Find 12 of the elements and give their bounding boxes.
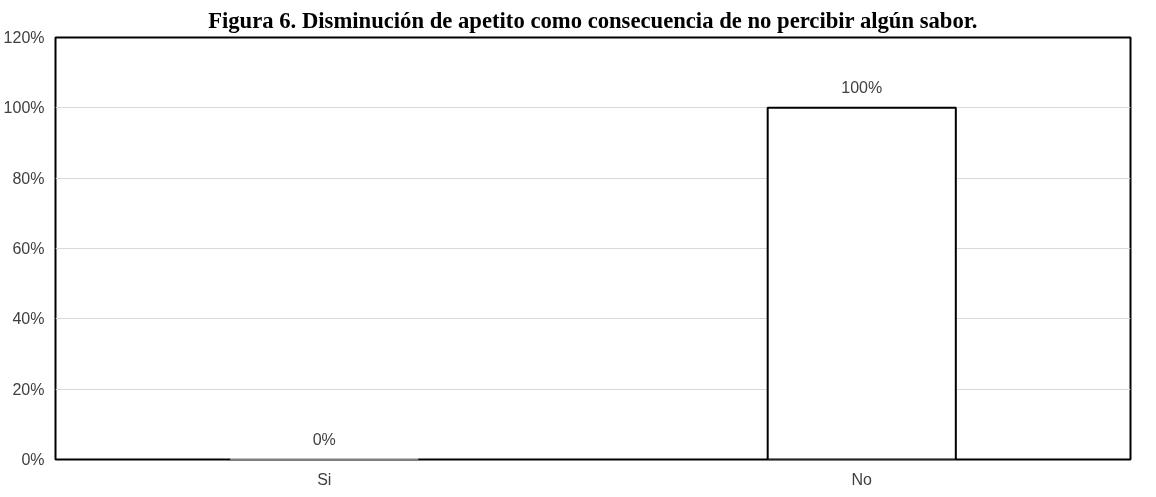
data-label: 0% <box>312 430 336 448</box>
y-tick-label: 80% <box>12 169 45 187</box>
y-tick-label: 100% <box>3 99 45 117</box>
y-tick-label: 60% <box>12 240 45 257</box>
x-tick-label: Si <box>317 470 332 488</box>
y-tick-label: 120% <box>3 29 45 46</box>
y-tick-label: 0% <box>21 451 45 468</box>
x-tick-label: No <box>851 470 873 488</box>
data-label: 100% <box>841 78 883 96</box>
y-tick-label: 40% <box>12 310 45 328</box>
chart-title: Figura 6. Disminución de apetito como consecuencia de no percibir algún sabor. <box>208 7 978 33</box>
y-tick-label: 20% <box>12 380 45 398</box>
